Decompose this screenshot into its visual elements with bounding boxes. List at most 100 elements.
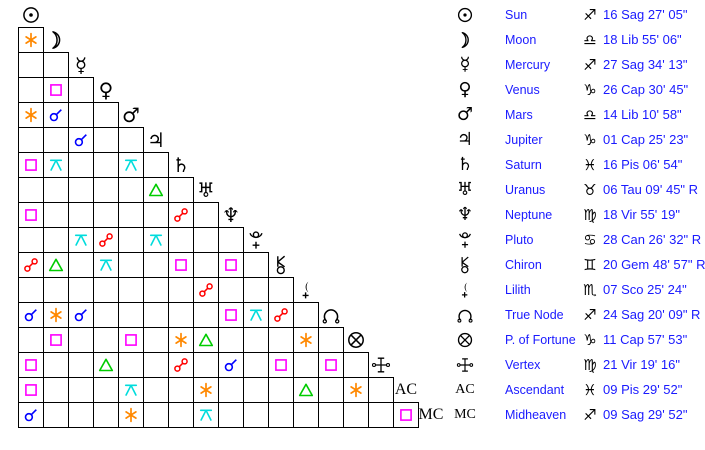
legend-planet-name: Pluto [505,233,534,247]
legend-position: 18 Vir 55' 19" [603,207,680,222]
aspect-cell-ac-neptune [218,377,244,403]
legend-planet-name: Midheaven [505,408,567,422]
neptune-glyph-icon: ♆ [456,204,474,225]
aspect-cell-saturn-jupiter [143,152,169,178]
opposition-icon [198,282,214,298]
aspect-cell-vertex-pluto [243,352,269,378]
aspect-cell-mars-mercury [68,102,94,128]
aspect-cell-uranus-mercury [68,177,94,203]
aspect-cell-chiron-mercury [68,252,94,278]
sag-sign-icon: ♐ [583,6,597,24]
legend-planet-name: Moon [505,33,537,47]
legend-row-fortune: P. of Fortune ♑ 11 Cap 57' 53" [440,327,705,353]
aspect-cell-uranus-mars [118,177,144,203]
aspect-cell-saturn-sun [18,152,44,178]
aspect-cell-mc-neptune [218,402,244,428]
aspect-cell-ac-venus [93,377,119,403]
legend-row-vertex: Vertex ♍ 21 Vir 19' 16" [440,352,705,378]
pluto-glyph-icon [246,230,266,250]
conjunction-icon [23,307,39,323]
aspect-cell-uranus-moon [43,177,69,203]
aspect-cell-jupiter-mercury [68,127,94,153]
square-icon [398,407,414,423]
square-icon [23,357,39,373]
legend-glyph-pluto [448,227,482,253]
opposition-icon [173,357,189,373]
jupiter-glyph-icon: ♃ [456,129,474,150]
diagonal-lilith [293,277,319,303]
aspect-cell-chiron-sun [18,252,44,278]
cap-sign-icon: ♑ [583,81,597,99]
lilith-glyph-icon [456,281,474,299]
opposition-icon [98,232,114,248]
sextile-icon [123,407,139,423]
legend-planet-name: Chiron [505,258,542,272]
aspect-cell-vertex-jupiter [143,352,169,378]
legend-row-uranus: ♅ Uranus ♉ 06 Tau 09' 45" R [440,177,705,203]
legend-row-mars: ♂ Mars ♎ 14 Lib 10' 58" [440,102,705,128]
aspect-cell-vertex-truenode [318,352,344,378]
sun-glyph-icon [456,6,474,24]
aspect-cell-lilith-moon [43,277,69,303]
legend-position: 20 Gem 48' 57" R [603,257,705,272]
aspect-cell-vertex-moon [43,352,69,378]
square-icon [173,257,189,273]
aspect-cell-uranus-saturn [168,177,194,203]
aspect-cell-mc-uranus [193,402,219,428]
legend-glyph-fortune [448,327,482,353]
diagonal-truenode [318,302,344,328]
mercury-glyph-icon: ☿ [459,54,471,75]
aspect-cell-pluto-venus [93,227,119,253]
mercury-glyph-icon: ☿ [74,53,88,77]
aspect-cell-mc-chiron [268,402,294,428]
legend-glyph-neptune: ♆ [448,202,482,228]
pluto-glyph-icon [456,231,474,249]
aspect-cell-mc-saturn [168,402,194,428]
sco-sign-icon: ♏ [583,281,597,299]
aspect-cell-mars-sun [18,102,44,128]
legend-glyph-ac: AC [448,377,482,403]
aspect-cell-lilith-chiron [268,277,294,303]
trine-icon [148,182,164,198]
diagonal-ac: AC [393,377,419,403]
aspect-cell-uranus-sun [18,177,44,203]
opposition-icon [173,207,189,223]
aspect-cell-chiron-pluto [243,252,269,278]
square-icon [223,257,239,273]
aspect-cell-vertex-venus [93,352,119,378]
mc-glyph-icon: MC [454,407,476,422]
jupiter-glyph-icon: ♃ [147,128,165,152]
diagonal-vertex [368,352,394,378]
legend-planet-name: Mercury [505,58,551,72]
aspect-cell-fortune-venus [93,327,119,353]
aspect-cell-truenode-mars [118,302,144,328]
aspect-cell-ac-mercury [68,377,94,403]
legend-glyph-mars: ♂ [448,102,482,128]
legend-position: 21 Vir 19' 16" [603,357,680,372]
aspect-cell-pluto-saturn [168,227,194,253]
can-sign-icon: ♋ [583,231,597,249]
legend-planet-name: True Node [505,308,564,322]
aspect-cell-mc-mercury [68,402,94,428]
legend-planet-name: Saturn [505,158,542,172]
neptune-glyph-icon: ♆ [222,203,240,227]
square-icon [323,357,339,373]
legend-position: 28 Can 26' 32" R [603,232,702,247]
legend-planet-name: Lilith [505,283,531,297]
legend-row-truenode: True Node ♐ 24 Sag 20' 09" R [440,302,705,328]
aspect-cell-truenode-chiron [268,302,294,328]
legend-row-lilith: Lilith ♏ 07 Sco 25' 24" [440,277,705,303]
aspect-cell-truenode-lilith [293,302,319,328]
aspect-cell-jupiter-mars [118,127,144,153]
legend-glyph-jupiter: ♃ [448,127,482,153]
aspect-cell-ac-jupiter [143,377,169,403]
aspect-cell-lilith-pluto [243,277,269,303]
sextile-icon [23,32,39,48]
aspect-cell-neptune-jupiter [143,202,169,228]
aspect-cell-chiron-venus [93,252,119,278]
legend-row-mc: MC Midheaven ♐ 09 Sag 29' 52" [440,402,705,428]
legend-row-venus: ♀ Venus ♑ 26 Cap 30' 45" [440,77,705,103]
quincunx-icon [73,232,89,248]
aspect-cell-truenode-jupiter [143,302,169,328]
